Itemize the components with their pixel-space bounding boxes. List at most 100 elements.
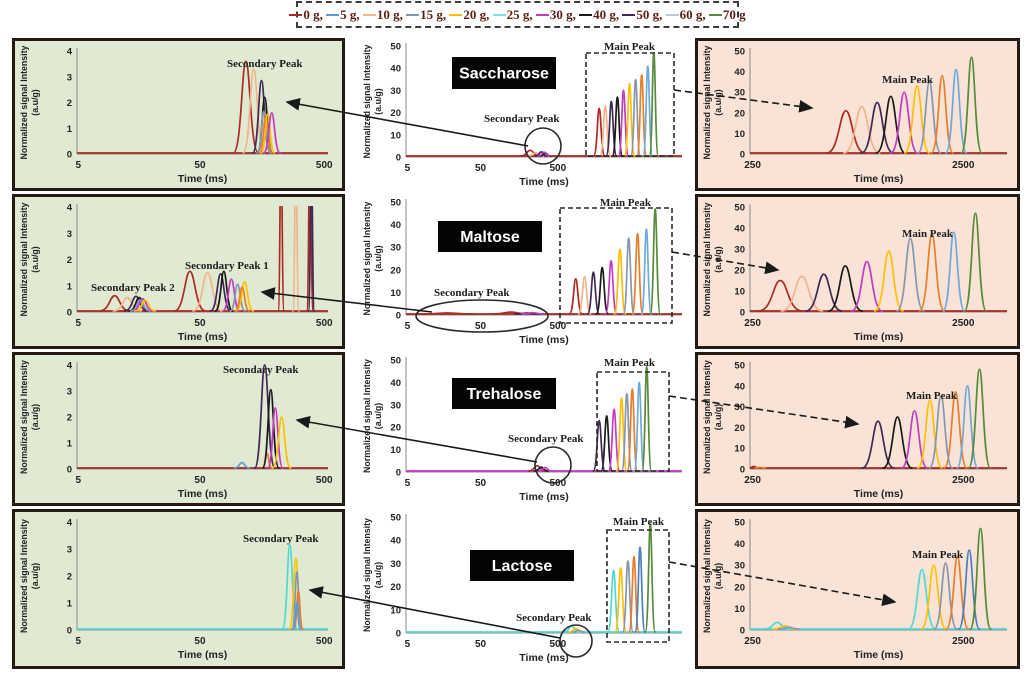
legend-entry-label: 30 g, [549, 6, 580, 22]
svg-text:50: 50 [390, 42, 401, 53]
svg-text:Time (ms): Time (ms) [178, 488, 227, 500]
legend-entry: 20 g, [449, 7, 492, 23]
chart-svg: 0 10 20 30 40 50 5 50 500 Normalized signal Inten… [362, 356, 682, 503]
svg-text:4: 4 [67, 361, 73, 372]
legend-entry-label: 20 g, [463, 6, 493, 22]
legend-color-dash [326, 13, 340, 16]
svg-text:Normalized signal Intensity: Normalized signal Intensity [19, 202, 29, 316]
svg-text:Normalized signal Intensity: Normalized signal Intensity [362, 359, 372, 473]
legend-entry-label: 15 g, [420, 6, 450, 22]
chart-svg: 0 1 2 3 4 5 50 500 Normalized signal Intensity (a… [19, 202, 333, 343]
svg-text:4: 4 [67, 518, 73, 529]
svg-text:40: 40 [734, 67, 745, 78]
svg-text:50: 50 [734, 47, 745, 58]
svg-text:250: 250 [744, 475, 761, 486]
svg-text:20: 20 [734, 108, 745, 119]
svg-text:50: 50 [734, 361, 745, 372]
svg-text:500: 500 [316, 160, 333, 171]
annotation-label: Secondary Peak [434, 287, 510, 299]
svg-text:40: 40 [734, 224, 745, 235]
lactose-mainpeak-panel: 0 10 20 30 40 50 250 2500 Normalized signal Inte… [695, 509, 1020, 669]
sugar-title-box [452, 378, 556, 409]
svg-text:50: 50 [194, 475, 206, 486]
svg-text:10: 10 [734, 604, 745, 615]
legend-entry: 5 g, [326, 7, 363, 23]
legend-color-dash [535, 13, 549, 16]
legend-entry: 70 g [708, 6, 746, 23]
svg-text:(a.u/g): (a.u/g) [713, 89, 723, 115]
saccharose-mainpeak-panel: 0 10 20 30 40 50 250 2500 Normalized signal Inte… [695, 38, 1020, 191]
sugar-title: Lactose [492, 558, 553, 575]
svg-text:30: 30 [390, 400, 401, 411]
svg-text:500: 500 [549, 639, 566, 650]
legend-entry: 0 g, [289, 7, 326, 23]
legend-entry-label: 25 g, [506, 6, 536, 22]
svg-text:(a.u/g): (a.u/g) [30, 563, 40, 589]
svg-text:2: 2 [67, 255, 72, 266]
chart-svg: 0 10 20 30 40 50 250 2500 Normalized signal Inte… [702, 45, 1007, 185]
legend-entry: 10 g, [362, 7, 406, 23]
chart-svg: 0 10 20 30 40 50 250 2500 Normalized signal Inte… [702, 360, 1007, 500]
legend-color-dash [492, 13, 506, 16]
svg-text:10: 10 [390, 288, 401, 299]
svg-text:Normalized signal Intensity: Normalized signal Intensity [702, 519, 712, 633]
svg-text:2: 2 [67, 98, 72, 109]
svg-text:40: 40 [390, 220, 401, 231]
legend-color-dash [362, 13, 376, 16]
svg-text:1: 1 [67, 439, 73, 450]
chart-svg: 0 1 2 3 4 5 50 500 Normalized signal Intensity (a… [19, 360, 333, 500]
svg-text:10: 10 [390, 605, 401, 616]
legend-entry-label: 5 g, [340, 6, 363, 22]
legend-entry: 25 g, [492, 6, 536, 23]
svg-text:2500: 2500 [952, 160, 975, 171]
svg-text:50: 50 [734, 203, 745, 214]
svg-text:4: 4 [67, 203, 73, 214]
svg-text:50: 50 [194, 160, 206, 171]
legend-entry-label: 70 g [722, 6, 746, 22]
svg-text:1: 1 [67, 599, 73, 610]
svg-text:2: 2 [67, 572, 72, 583]
svg-text:50: 50 [475, 163, 487, 174]
annotation-label: Secondary Peak [227, 58, 303, 70]
svg-text:5: 5 [75, 636, 81, 647]
svg-text:20: 20 [390, 582, 401, 593]
legend-entry-label: 60 g, [679, 6, 709, 22]
svg-text:(a.u/g): (a.u/g) [373, 88, 383, 114]
svg-text:Normalized signal Intensity: Normalized signal Intensity [19, 45, 29, 159]
svg-text:10: 10 [734, 287, 745, 298]
chart-svg: 0 10 20 30 40 50 5 50 500 Normalized signal Inten… [362, 513, 682, 664]
svg-text:3: 3 [67, 545, 72, 556]
trehalose-mainpeak-panel: 0 10 20 30 40 50 250 2500 Normalized signal Inte… [695, 352, 1020, 506]
legend-entry: 30 g, [535, 6, 580, 23]
secondary-peak-circle [524, 127, 562, 165]
maltose-main-chart: 0 10 20 30 40 50 5 50 500 Normalized signal Inten… [358, 194, 690, 349]
main-peak-box [606, 529, 670, 643]
svg-text:50: 50 [475, 478, 487, 489]
svg-text:250: 250 [744, 160, 761, 171]
sugar-title-box [438, 221, 542, 252]
svg-text:Normalized signal Intensity: Normalized signal Intensity [362, 201, 372, 315]
svg-text:Time (ms): Time (ms) [519, 176, 568, 188]
svg-text:30: 30 [734, 402, 745, 413]
svg-text:500: 500 [549, 163, 566, 174]
svg-text:0: 0 [396, 468, 401, 479]
svg-text:0: 0 [740, 626, 745, 637]
sugar-title: Trehalose [467, 386, 542, 403]
svg-text:250: 250 [744, 318, 761, 329]
svg-text:(a.u/g): (a.u/g) [30, 404, 40, 430]
svg-text:Time (ms): Time (ms) [854, 649, 903, 661]
svg-text:50: 50 [390, 356, 401, 367]
annotation-label: Main Peak [902, 228, 954, 240]
svg-text:Normalized signal Intensity: Normalized signal Intensity [19, 519, 29, 633]
svg-text:(a.u/g): (a.u/g) [713, 563, 723, 589]
svg-text:20: 20 [734, 266, 745, 277]
svg-text:40: 40 [390, 378, 401, 389]
annotation-label: Secondary Peak [243, 533, 319, 545]
svg-text:0: 0 [67, 626, 72, 637]
legend-entry: 60 g, [665, 6, 709, 23]
legend-color-dash [665, 13, 679, 16]
svg-text:10: 10 [734, 444, 745, 455]
svg-text:20: 20 [390, 423, 401, 434]
svg-text:4: 4 [67, 47, 73, 58]
svg-text:(a.u/g): (a.u/g) [373, 562, 383, 588]
